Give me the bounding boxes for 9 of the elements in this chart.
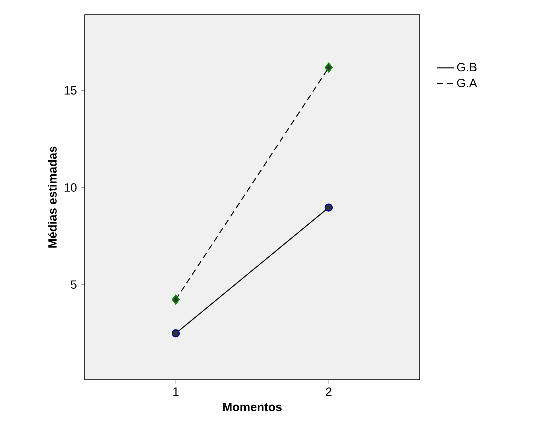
y-tick-label: 10 [64, 184, 77, 192]
x-tick-label: 2 [326, 388, 332, 396]
legend-label: G.B [457, 63, 477, 72]
x-axis-title: Momentos [223, 403, 282, 412]
y-axis-title: Médias estimadas [48, 146, 57, 248]
legend-label: G.A [457, 79, 478, 88]
x-tick-label: 1 [174, 388, 179, 396]
y-tick-label: 15 [64, 86, 77, 95]
y-tick-label: 5 [71, 280, 77, 290]
